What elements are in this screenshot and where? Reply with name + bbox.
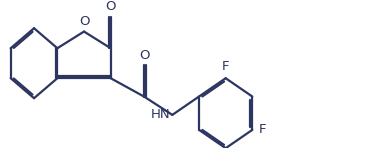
Text: HN: HN [151,108,171,121]
Text: O: O [139,49,149,62]
Text: F: F [259,123,266,136]
Text: O: O [79,14,89,27]
Text: F: F [222,60,229,73]
Text: O: O [105,0,116,13]
